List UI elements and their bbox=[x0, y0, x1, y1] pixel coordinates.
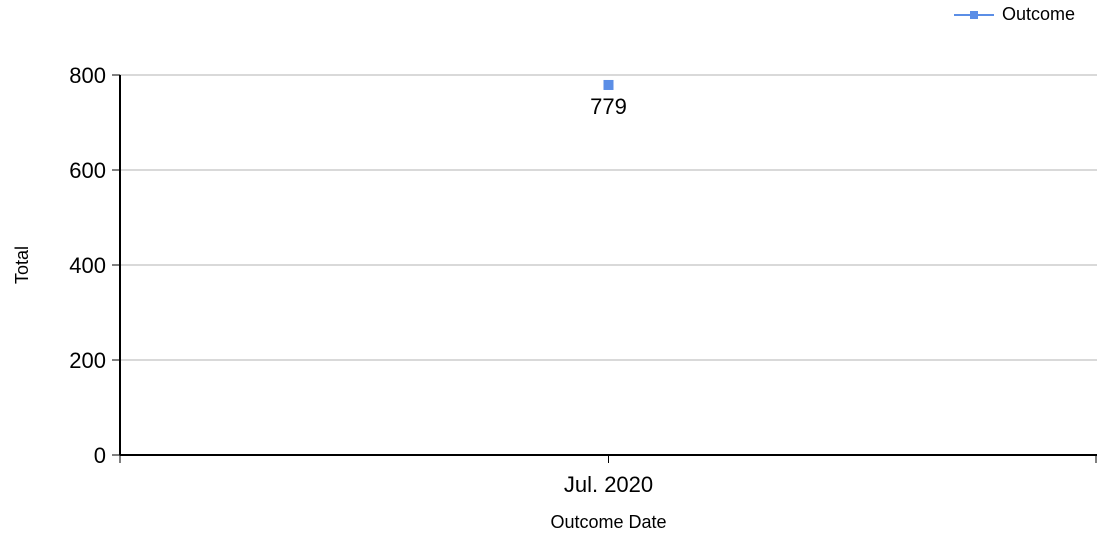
x-tick-label: Jul. 2020 bbox=[564, 472, 653, 497]
y-axis-title: Total bbox=[12, 246, 32, 284]
axis-layer bbox=[112, 74, 1097, 463]
x-axis-title: Outcome Date bbox=[550, 512, 666, 532]
mark-layer: 779 bbox=[590, 79, 627, 119]
grid-layer bbox=[120, 74, 1097, 361]
legend-swatch-outcome bbox=[953, 9, 994, 21]
y-tick-label: 600 bbox=[69, 158, 106, 183]
y-tick-label: 0 bbox=[94, 443, 106, 468]
data-label: 779 bbox=[590, 94, 627, 119]
y-tick-label: 800 bbox=[69, 63, 106, 88]
data-point bbox=[603, 79, 614, 90]
label-layer: 0 200 400 600 800 Jul. 2020 Outcome Date Total bbox=[12, 63, 667, 532]
y-tick-label: 400 bbox=[69, 253, 106, 278]
y-tick-label: 200 bbox=[69, 348, 106, 373]
legend-marker bbox=[969, 10, 978, 19]
legend-label-outcome: Outcome bbox=[1001, 4, 1075, 24]
legend: Outcome bbox=[953, 4, 1075, 25]
